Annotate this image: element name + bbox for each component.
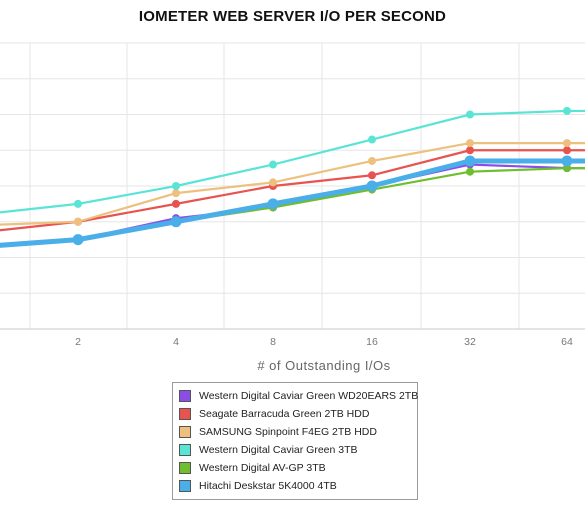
x-tick-label: 32 [464, 336, 476, 348]
x-tick-label: 16 [366, 336, 378, 348]
data-point [368, 135, 376, 144]
data-point [466, 110, 474, 119]
data-point [269, 160, 277, 169]
data-point [170, 216, 182, 228]
x-axis-label: # of Outstanding I/Os [257, 358, 390, 373]
legend-item: Western Digital Caviar Green 3TB [179, 441, 411, 459]
x-tick-label: 64 [561, 336, 573, 348]
data-point [368, 156, 376, 165]
legend-swatch [179, 390, 191, 402]
data-point [368, 171, 376, 180]
legend-item: Western Digital AV-GP 3TB [179, 459, 411, 477]
data-point [563, 146, 571, 155]
legend-swatch [179, 408, 191, 420]
legend-label: Western Digital AV-GP 3TB [199, 462, 326, 474]
legend-swatch [179, 480, 191, 492]
data-point [464, 155, 476, 167]
legend-item: Western Digital Caviar Green WD20EARS 2T… [179, 387, 418, 405]
data-point [466, 139, 474, 148]
x-tick-label: 4 [173, 336, 179, 348]
data-point [72, 234, 84, 246]
legend-label: SAMSUNG Spinpoint F4EG 2TB HDD [199, 426, 377, 438]
line-chart-plot: 2 4 8 16 32 64 # of Outstanding I/Os [0, 42, 585, 373]
chart-legend: Western Digital Caviar Green WD20EARS 2T… [172, 382, 418, 500]
data-point [269, 178, 277, 187]
data-point [172, 182, 180, 190]
data-point [563, 164, 571, 173]
legend-item: Seagate Barracuda Green 2TB HDD [179, 405, 411, 423]
legend-label: Seagate Barracuda Green 2TB HDD [199, 408, 370, 420]
chart-title: IOMETER WEB SERVER I/O PER SECOND [138, 8, 447, 25]
legend-item: SAMSUNG Spinpoint F4EG 2TB HDD [179, 423, 411, 441]
series-line [0, 142, 585, 226]
data-point [466, 146, 474, 155]
data-point [267, 198, 279, 210]
data-point [561, 155, 573, 167]
series-line [0, 149, 585, 232]
legend-label: Hitachi Deskstar 5K4000 4TB [199, 480, 337, 492]
legend-item: Hitachi Deskstar 5K4000 4TB [179, 477, 411, 495]
data-point [563, 106, 571, 115]
legend-swatch [179, 426, 191, 438]
series-line [0, 158, 585, 248]
data-point [366, 180, 378, 192]
data-point [563, 139, 571, 148]
data-point [74, 217, 82, 226]
data-point [172, 189, 180, 198]
series-line [0, 109, 585, 214]
x-tick-label: 8 [270, 336, 276, 348]
data-point [466, 167, 474, 176]
series-line [0, 167, 585, 247]
series-line [0, 163, 585, 247]
x-tick-label: 2 [75, 336, 81, 348]
data-point [172, 199, 180, 208]
legend-label: Western Digital Caviar Green WD20EARS 2T… [199, 390, 419, 402]
legend-swatch [179, 444, 191, 456]
data-point [74, 199, 82, 208]
legend-label: Western Digital Caviar Green 3TB [199, 444, 358, 456]
legend-swatch [179, 462, 191, 474]
